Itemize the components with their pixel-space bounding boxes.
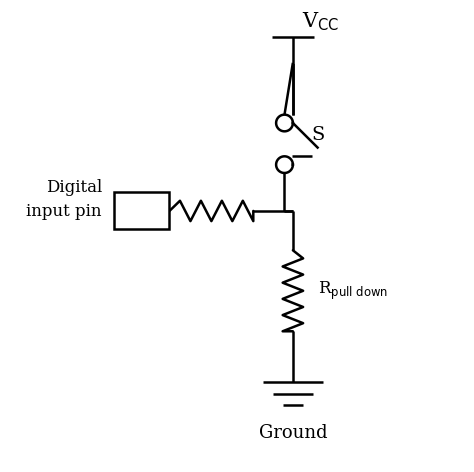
Text: Ground: Ground [259,424,327,442]
Text: V$_{\mathrm{CC}}$: V$_{\mathrm{CC}}$ [302,10,339,33]
Text: R$_{\mathrm{pull\ down}}$: R$_{\mathrm{pull\ down}}$ [319,280,389,302]
Text: Digital
input pin: Digital input pin [27,179,102,219]
Bar [114,193,170,229]
Text: S: S [311,126,325,143]
